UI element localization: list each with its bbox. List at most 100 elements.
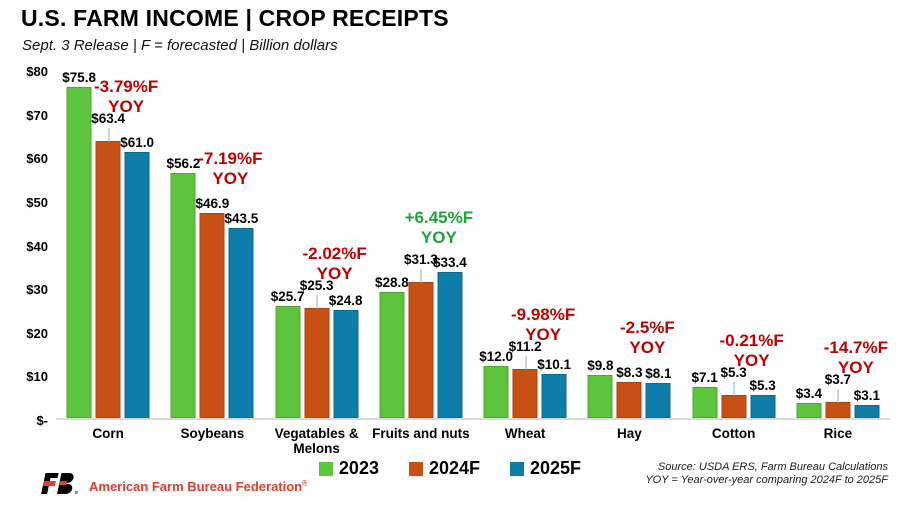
data-label: $28.8	[374, 275, 409, 291]
bar-2023: $28.8	[375, 275, 409, 418]
yoy-annotation: -14.7%F YOY	[824, 338, 888, 378]
bar-2025F: $24.8	[329, 293, 363, 418]
bar-group: $12.0 $11.2 $10.1 -9.98%F YOY	[473, 71, 577, 418]
bar-2025F: $8.1	[645, 366, 672, 418]
data-label: $10.1	[537, 356, 572, 372]
x-axis-label: Rice	[823, 426, 853, 441]
bar-2023: $12.0	[479, 349, 513, 418]
yoy-pct: -2.5%F	[619, 317, 675, 337]
y-tick: $-	[36, 413, 48, 428]
yoy-word: YOY	[316, 263, 353, 283]
bar-2025F: $5.3	[749, 378, 776, 418]
legend-item-2023: 2023	[318, 458, 379, 479]
yoy-pct: -2.02%F	[302, 243, 367, 263]
bar-2024F: $5.3	[720, 365, 747, 418]
plot-area: $75.8 $63.4 $61.0 -3.79%F YOY $56.2 $46.9 $43.5…	[56, 70, 890, 420]
bar-2025F: $43.5	[224, 211, 258, 418]
source-note: Source: USDA ERS, Farm Bureau Calculatio…	[645, 461, 888, 487]
yoy-annotation: -2.02%F YOY	[303, 244, 367, 284]
data-label: $63.4	[91, 111, 126, 127]
bar-group: $75.8 $63.4 $61.0 -3.79%F YOY	[56, 70, 160, 418]
label-leader-line	[108, 128, 110, 143]
bar-group: $3.4 $3.7 $3.1 -14.7%F YOY	[786, 71, 890, 418]
data-label: $43.5	[224, 211, 259, 227]
x-axis-label: Fruits and nuts	[372, 426, 470, 441]
y-tick: $30	[26, 282, 48, 298]
data-label: $5.3	[749, 377, 776, 393]
data-label: $25.7	[270, 288, 305, 304]
data-label: $12.0	[479, 348, 514, 364]
data-label: $46.9	[195, 196, 230, 212]
data-label: $3.7	[824, 371, 852, 387]
bar-2023: $25.7	[271, 289, 305, 418]
x-axis-labels: Corn Soybeans Vegatables & Melons Fruits an…	[56, 426, 890, 456]
y-tick: $50	[26, 194, 48, 210]
bar-group: $7.1 $5.3 $5.3 -0.21%F YOY	[682, 71, 786, 418]
legend-swatch-icon	[510, 461, 525, 476]
yoy-word: YOY	[837, 357, 874, 377]
bar-2023: $75.8	[62, 70, 96, 418]
data-label: $3.4	[795, 386, 823, 402]
x-axis-label: Cotton	[711, 426, 756, 441]
yoy-word: YOY	[212, 169, 249, 189]
page-subtitle: Sept. 3 Release | F = forecasted | Billi…	[22, 37, 338, 54]
bar-2024F: $31.3	[404, 252, 438, 418]
registered-mark: ®	[302, 480, 308, 488]
page-title: U.S. FARM INCOME | CROP RECEIPTS	[21, 5, 449, 31]
org-name: American Farm Bureau Federation®	[89, 479, 308, 494]
legend-item-2024F: 2024F	[408, 458, 481, 479]
label-leader-line	[525, 356, 527, 371]
data-label: $56.2	[166, 155, 201, 171]
data-label: $31.3	[403, 251, 438, 267]
yoy-word: YOY	[629, 337, 666, 357]
source-line-1: Source: USDA ERS, Farm Bureau Calculatio…	[657, 461, 888, 473]
data-label: $75.8	[62, 70, 97, 86]
yoy-pct: -3.79%F	[94, 77, 159, 97]
data-label: $61.0	[120, 134, 155, 150]
bar-2024F: $3.7	[825, 372, 851, 418]
legend-item-2025F: 2025F	[510, 458, 581, 479]
data-label: $24.8	[328, 292, 363, 308]
afbf-logo-icon	[38, 471, 80, 502]
y-tick: $60	[26, 151, 48, 167]
bar-2024F: $8.3	[616, 365, 643, 418]
data-label: $9.8	[587, 358, 614, 374]
legend-label: 2025F	[530, 458, 582, 478]
x-axis-label: Corn	[92, 426, 124, 441]
bar-2024F: $46.9	[195, 196, 229, 418]
yoy-pct: -7.19%F	[198, 149, 263, 169]
y-tick: $70	[26, 107, 48, 123]
yoy-annotation: -2.5%F YOY	[620, 318, 675, 358]
bar-group: $56.2 $46.9 $43.5 -7.19%F YOY	[160, 71, 264, 418]
yoy-word: YOY	[733, 350, 770, 370]
bar-2023: $7.1	[691, 370, 718, 418]
bar-2023: $56.2	[166, 156, 200, 418]
x-axis-label: Wheat	[504, 426, 546, 441]
data-label: $8.3	[616, 364, 643, 380]
y-tick: $80	[26, 64, 48, 79]
label-leader-line	[316, 294, 318, 309]
data-label: $11.2	[508, 339, 542, 355]
legend-swatch-icon	[318, 461, 333, 476]
source-line-2: YOY = Year-over-year comparing 2024F to …	[645, 474, 888, 486]
bar-2024F: $63.4	[91, 111, 125, 418]
legend-label: 2023	[338, 458, 379, 478]
bar-2025F: $10.1	[537, 357, 571, 418]
yoy-word: YOY	[525, 325, 562, 345]
data-label: $3.1	[853, 387, 881, 403]
bar-2025F: $3.1	[854, 388, 880, 418]
bar-2023: $9.8	[587, 358, 614, 418]
data-label: $33.4	[432, 255, 467, 271]
label-leader-line	[420, 268, 422, 283]
yoy-pct: +6.45%F	[404, 208, 474, 228]
yoy-annotation: -3.79%F YOY	[94, 77, 158, 117]
yoy-word: YOY	[108, 97, 145, 117]
legend-label: 2024F	[428, 458, 481, 478]
y-tick: $20	[26, 325, 48, 341]
brand-footer: American Farm Bureau Federation®	[38, 471, 307, 502]
bar-group: $9.8 $8.3 $8.1 -2.5%F YOY	[577, 71, 681, 418]
data-label: $7.1	[691, 370, 718, 385]
y-axis: $- $10 $20 $30 $40 $50 $60 $70 $80	[0, 64, 48, 428]
data-label: $5.3	[720, 364, 747, 380]
x-axis-label: Vegatables & Melons	[274, 426, 359, 456]
